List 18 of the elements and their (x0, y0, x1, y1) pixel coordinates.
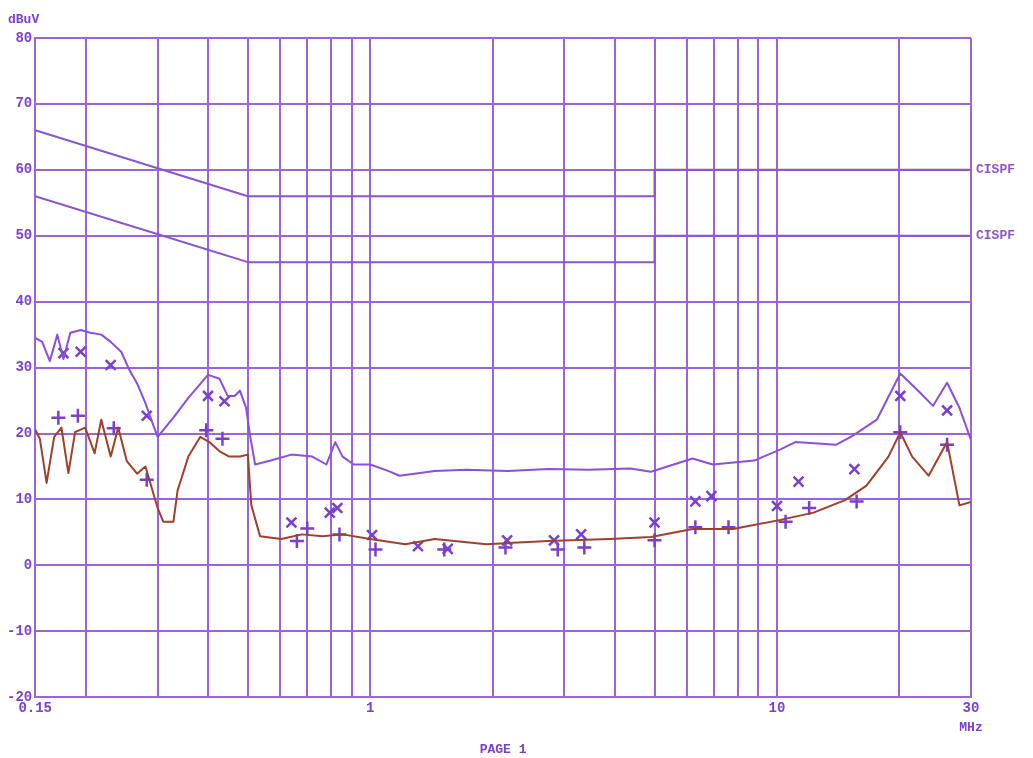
y-tick-label: 10 (15, 490, 33, 507)
y-tick-label: 80 (15, 29, 33, 46)
x-axis-title: MHz (959, 719, 983, 735)
y-tick-label: 20 (15, 425, 33, 442)
y-tick-label: -10 (6, 622, 33, 639)
y-tick-label: 0 (23, 556, 33, 573)
x-tick-label: 1 (366, 700, 375, 717)
y-tick-label: 60 (15, 161, 33, 178)
y-tick-label: 40 (15, 293, 33, 310)
y-tick-label: 50 (15, 227, 33, 244)
x-tick-label: 10 (768, 700, 786, 717)
x-tick-label: 30 (962, 700, 980, 717)
text: PAGE 1 (479, 741, 527, 757)
y-axis-title: dBuV (8, 11, 40, 27)
y-tick-label: 30 (15, 359, 33, 376)
series-label: CISPF (976, 228, 1016, 244)
y-tick-label: 70 (15, 95, 33, 112)
series-label: CISPF (976, 162, 1016, 178)
